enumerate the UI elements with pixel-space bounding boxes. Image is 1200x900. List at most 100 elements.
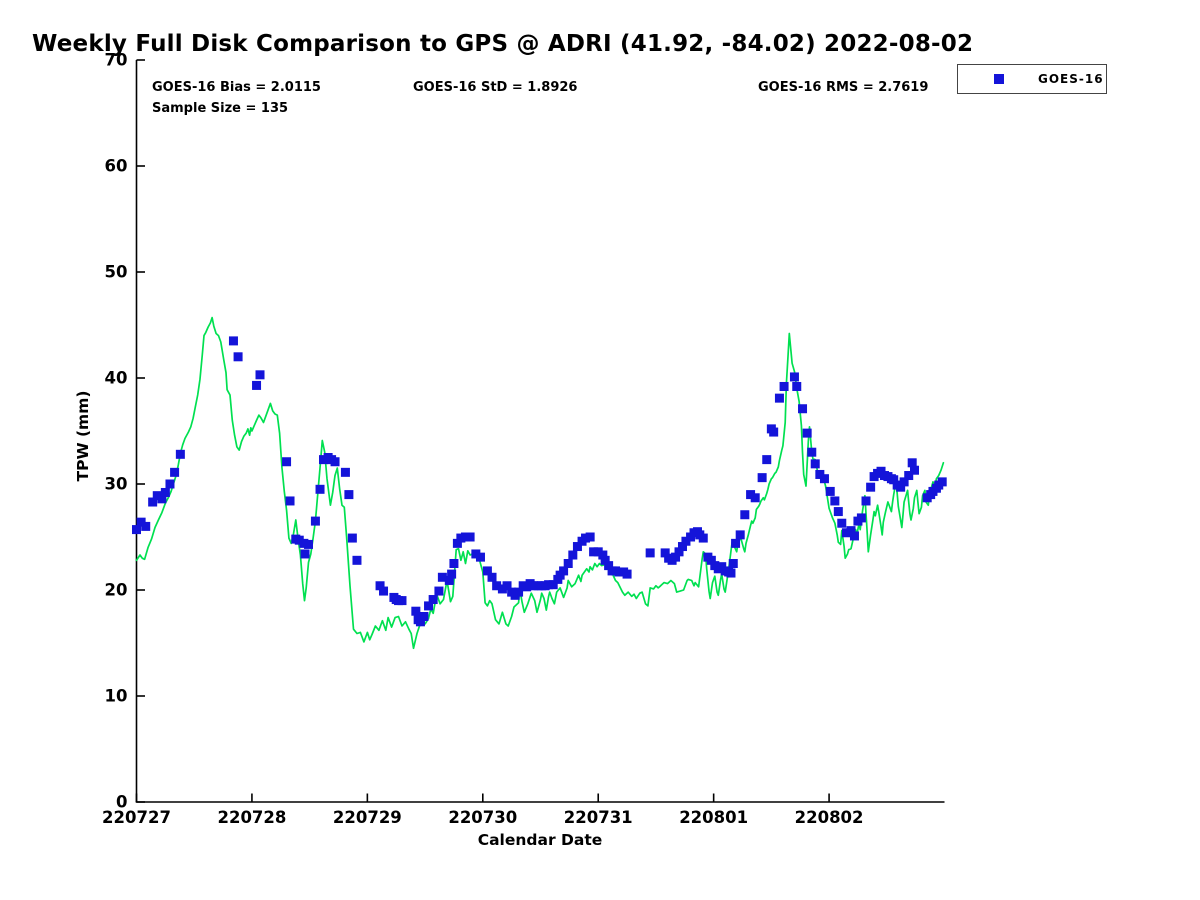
x-tick-label: 220801 <box>679 808 748 827</box>
goes16-point <box>706 555 716 565</box>
goes16-legend-marker-icon <box>994 74 1004 84</box>
goes16-point <box>160 487 170 497</box>
goes16-point <box>698 533 708 543</box>
goes16-point <box>315 484 325 494</box>
goes16-point <box>849 531 859 541</box>
x-tick-label: 220802 <box>795 808 864 827</box>
goes16-point <box>285 496 295 506</box>
goes16-point <box>904 471 914 481</box>
goes16-point <box>303 539 313 549</box>
goes16-point <box>228 336 238 346</box>
goes16-point <box>909 465 919 475</box>
stat-std: GOES-16 StD = 1.8926 <box>413 80 578 95</box>
goes16-point <box>846 526 856 536</box>
goes16-point <box>411 606 421 616</box>
goes16-point <box>397 596 407 606</box>
y-tick-label: 20 <box>105 581 128 600</box>
goes16-point <box>896 482 906 492</box>
goes16-point <box>544 580 554 590</box>
goes16-point <box>157 494 167 504</box>
goes16-point <box>645 548 655 558</box>
y-tick-label: 60 <box>105 157 128 176</box>
goes16-point <box>152 491 162 501</box>
goes16-point <box>428 595 438 605</box>
goes16-point <box>622 569 632 579</box>
goes16-point <box>233 352 243 362</box>
goes16-point <box>830 496 840 506</box>
goes16-point <box>447 569 457 579</box>
goes16-point <box>255 370 265 380</box>
goes16-point <box>475 552 485 562</box>
x-tick-label: 220727 <box>102 808 171 827</box>
goes16-point <box>563 559 573 568</box>
goes16-point <box>340 467 350 477</box>
goes16-point <box>769 427 779 437</box>
goes16-point <box>866 482 876 492</box>
gps-line <box>135 316 945 650</box>
goes16-point <box>671 552 681 562</box>
goes16-point <box>807 447 817 457</box>
goes16-point <box>252 380 262 390</box>
x-tick-label: 220731 <box>564 808 633 827</box>
goes16-point <box>861 496 871 506</box>
goes16-point <box>170 467 180 477</box>
goes16-point <box>444 575 454 585</box>
goes16-point <box>282 457 292 467</box>
x-axis-title: Calendar Date <box>477 831 603 849</box>
goes16-point <box>837 518 847 528</box>
goes16-point <box>529 581 539 591</box>
goes16-point <box>352 555 362 565</box>
y-axis-title: TPW (mm) <box>74 390 92 482</box>
goes16-point <box>299 538 309 548</box>
goes16-point <box>379 586 389 596</box>
y-tick-label: 30 <box>105 475 128 494</box>
goes16-point <box>497 584 507 594</box>
goes16-point <box>434 586 444 596</box>
goes16-point <box>514 587 524 597</box>
goes16-point <box>614 567 624 577</box>
goes16-point <box>502 581 512 591</box>
goes16-point <box>899 477 909 487</box>
goes16-point <box>593 547 603 557</box>
goes16-point <box>600 555 610 565</box>
goes16-point <box>660 548 670 558</box>
goes16-point <box>889 475 899 485</box>
x-tick-label: 220728 <box>217 808 286 827</box>
goes16-point <box>344 490 354 500</box>
goes16-point <box>471 549 481 559</box>
goes16-point <box>937 477 947 487</box>
goes16-point <box>375 581 385 591</box>
goes16-point <box>347 533 357 543</box>
goes16-point <box>141 521 151 531</box>
goes16-point <box>746 490 756 500</box>
goes16-point <box>456 533 466 543</box>
goes16-point <box>460 532 470 542</box>
stat-sample-size: Sample Size = 135 <box>152 101 289 116</box>
goes16-point <box>487 572 497 582</box>
goes16-point <box>779 381 789 391</box>
goes16-point <box>598 550 608 560</box>
goes16-point <box>589 547 599 557</box>
goes16-point <box>581 533 591 543</box>
x-tick-label: 220730 <box>448 808 517 827</box>
goes16-point <box>559 566 569 576</box>
goes16-point <box>452 538 462 548</box>
goes16-point <box>568 550 578 560</box>
goes16-point <box>825 486 835 496</box>
goes16-point <box>492 581 502 591</box>
goes16-point <box>674 547 684 557</box>
goes16-point <box>735 530 745 540</box>
goes16-point <box>802 428 812 438</box>
goes16-point <box>572 542 582 552</box>
goes16-point <box>310 516 320 526</box>
goes16-point <box>728 559 738 568</box>
goes16-point <box>762 455 772 465</box>
goes16-point <box>740 510 750 520</box>
goes16-point <box>482 566 492 576</box>
goes16-point <box>604 561 614 571</box>
stat-rms: GOES-16 RMS = 2.7619 <box>758 80 929 95</box>
goes16-point <box>810 459 820 469</box>
goes16-point <box>449 559 459 568</box>
goes16-point <box>318 455 328 465</box>
